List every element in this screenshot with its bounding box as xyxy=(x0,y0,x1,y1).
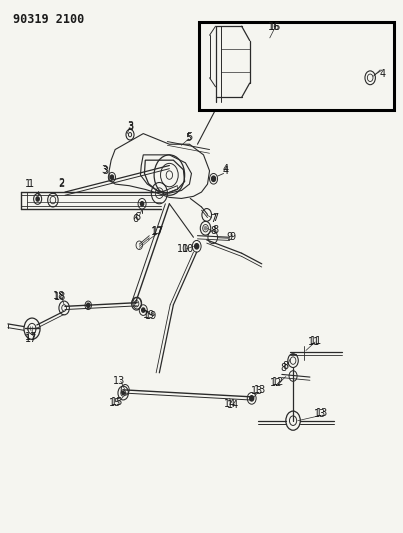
Text: 2: 2 xyxy=(58,177,64,188)
Text: 8: 8 xyxy=(212,225,218,236)
Text: 3: 3 xyxy=(127,120,133,131)
Bar xyxy=(199,22,394,110)
Text: 4: 4 xyxy=(379,69,385,79)
Text: 5: 5 xyxy=(186,132,193,142)
Text: 1: 1 xyxy=(28,179,34,189)
Text: 7: 7 xyxy=(212,213,219,223)
Text: 17: 17 xyxy=(25,332,37,342)
Text: 4: 4 xyxy=(222,166,229,176)
Text: 17: 17 xyxy=(151,227,164,237)
Text: 16: 16 xyxy=(268,22,280,33)
Text: 12: 12 xyxy=(270,378,282,389)
Circle shape xyxy=(212,176,216,181)
Circle shape xyxy=(142,308,145,312)
Text: 1: 1 xyxy=(25,179,31,189)
Text: 19: 19 xyxy=(143,310,156,320)
Text: 18: 18 xyxy=(54,292,66,302)
Text: 13: 13 xyxy=(113,376,125,386)
Text: 12: 12 xyxy=(272,377,285,387)
Text: 10: 10 xyxy=(177,244,189,254)
Text: 15: 15 xyxy=(109,398,121,408)
Text: 8: 8 xyxy=(210,226,216,236)
Text: 6: 6 xyxy=(132,214,138,224)
Circle shape xyxy=(122,391,125,394)
Text: 10: 10 xyxy=(182,245,194,254)
Text: 4: 4 xyxy=(222,164,229,174)
Text: 6: 6 xyxy=(134,212,140,222)
Circle shape xyxy=(87,303,90,308)
Text: 3: 3 xyxy=(102,166,108,176)
Text: 19: 19 xyxy=(145,311,158,321)
Circle shape xyxy=(141,201,143,206)
Text: 16: 16 xyxy=(269,22,281,33)
Circle shape xyxy=(110,175,114,179)
Text: 14: 14 xyxy=(224,399,236,409)
Text: 13: 13 xyxy=(251,386,263,397)
Text: 18: 18 xyxy=(53,291,65,301)
Text: 8: 8 xyxy=(281,362,287,373)
Text: 3: 3 xyxy=(127,122,133,132)
Text: 17: 17 xyxy=(152,227,164,237)
Text: 2: 2 xyxy=(58,179,64,189)
Text: 11: 11 xyxy=(308,337,320,347)
Text: 13: 13 xyxy=(316,408,328,418)
Text: 11: 11 xyxy=(310,336,322,346)
Text: 90319 2100: 90319 2100 xyxy=(13,13,84,26)
Text: 13: 13 xyxy=(314,409,326,419)
Text: 9: 9 xyxy=(229,232,235,243)
Circle shape xyxy=(36,197,39,201)
Text: 14: 14 xyxy=(227,400,239,410)
Text: 3: 3 xyxy=(101,165,107,175)
Circle shape xyxy=(250,395,254,401)
Text: 13: 13 xyxy=(253,385,266,395)
Text: 5: 5 xyxy=(185,133,192,143)
Text: 15: 15 xyxy=(111,397,123,407)
Circle shape xyxy=(195,244,199,249)
Text: 7: 7 xyxy=(210,214,217,224)
Text: 8: 8 xyxy=(283,361,289,372)
Text: 17: 17 xyxy=(25,334,37,344)
Text: 9: 9 xyxy=(226,232,233,243)
Circle shape xyxy=(204,227,207,230)
